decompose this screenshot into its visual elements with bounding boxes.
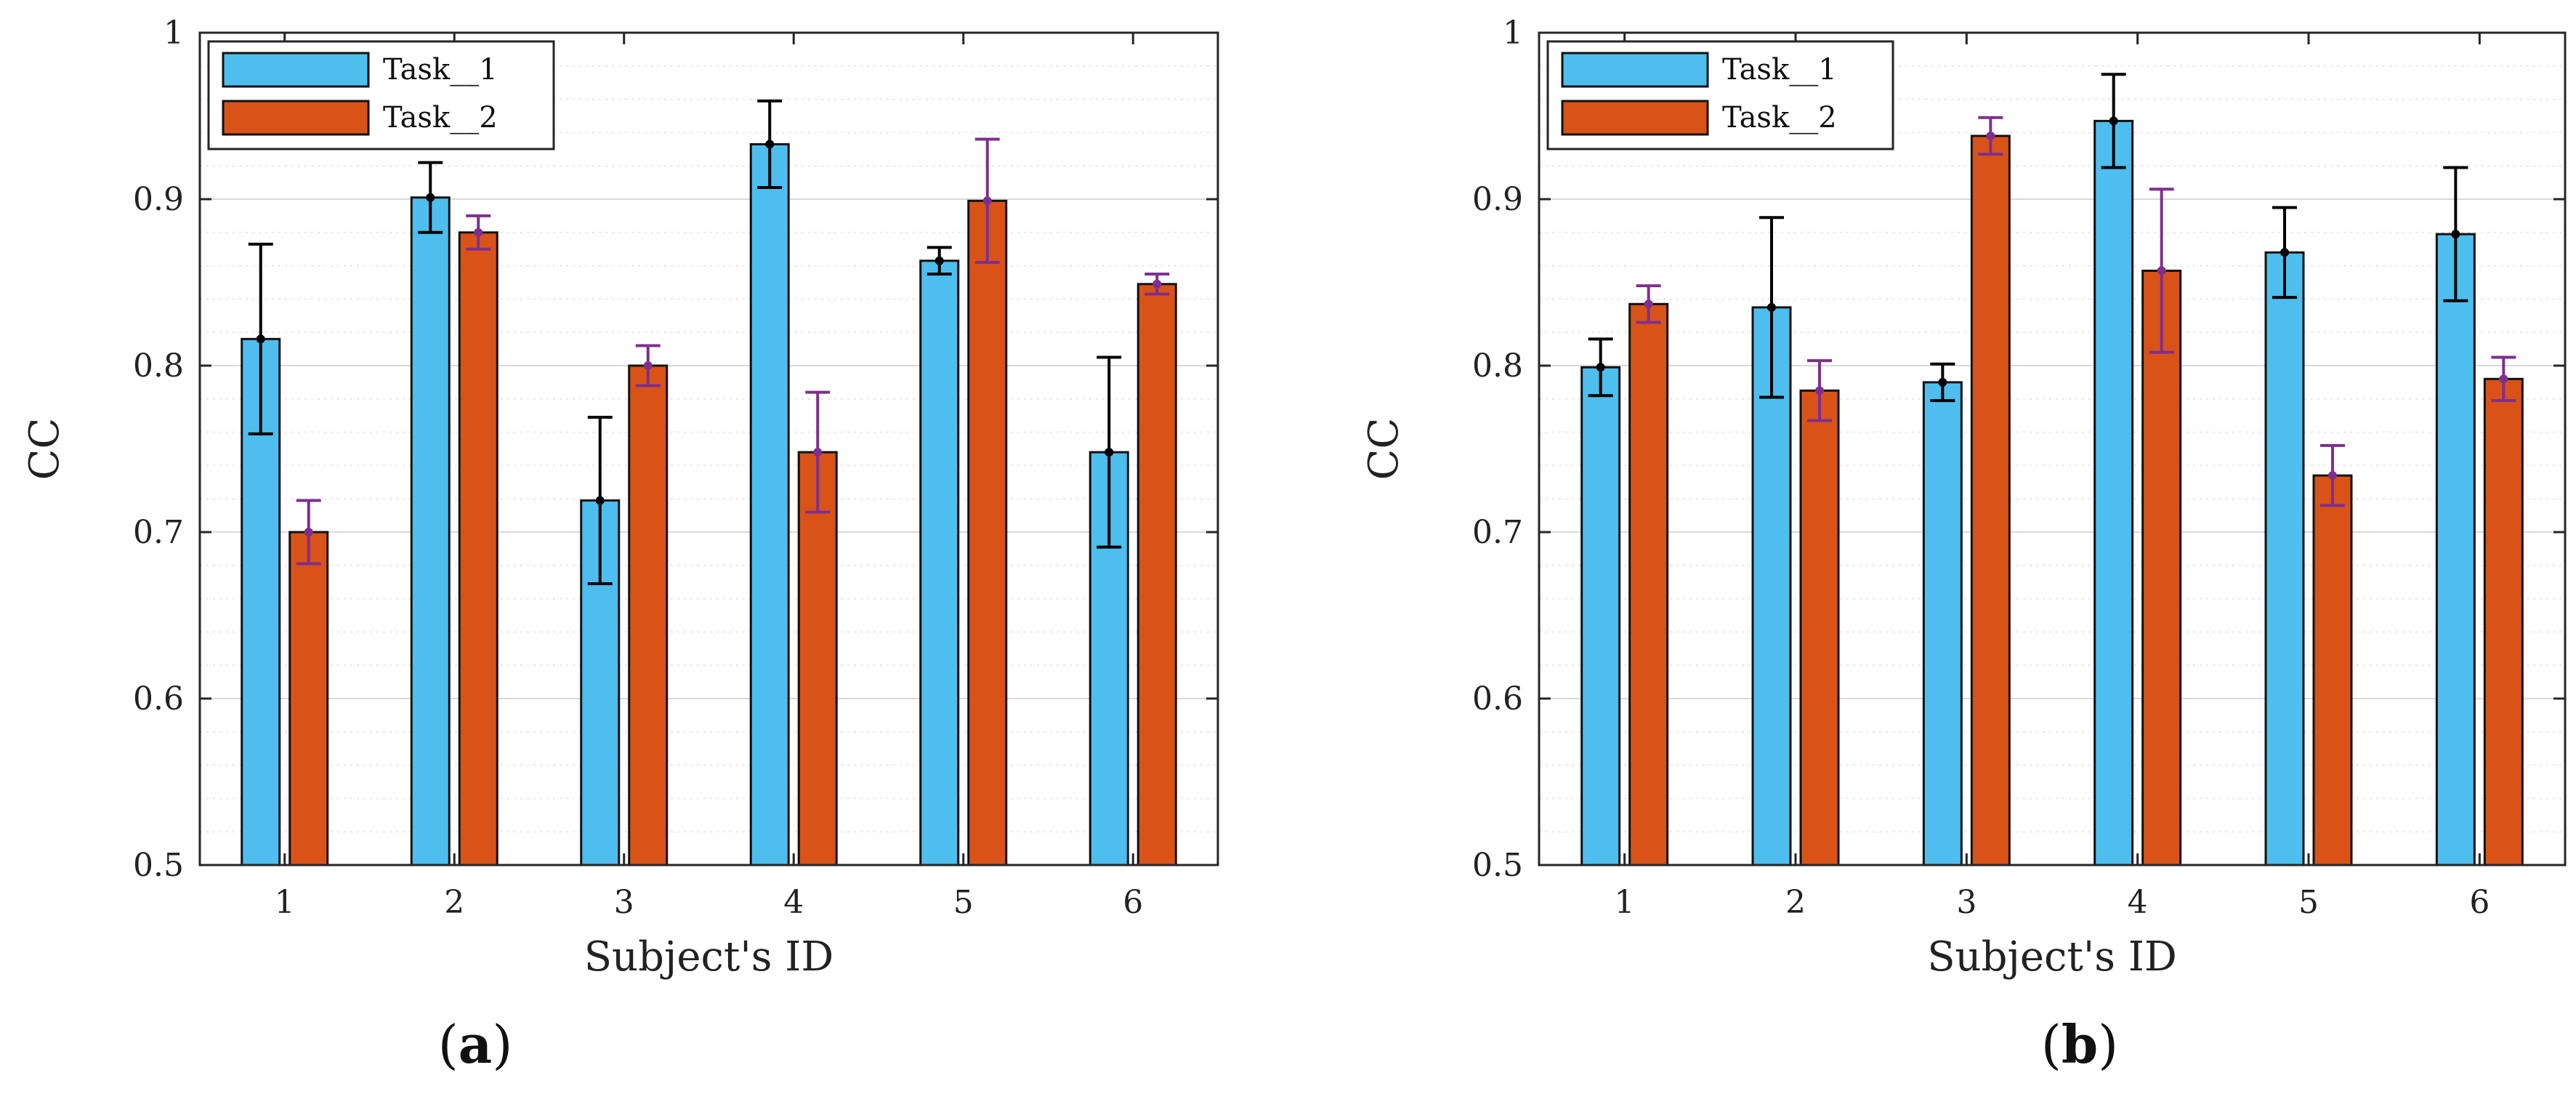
chart-a-y-tick-label: 0.6	[133, 680, 184, 717]
chart-b-y-tick-label: 0.6	[1472, 680, 1523, 717]
chart-a-bar-task2-subject-4	[797, 451, 838, 866]
chart-b-bar-task2-subject-4	[2141, 269, 2182, 866]
chart-a-legend-label-task2: Task__2	[383, 101, 498, 134]
chart-b-x-tick-label: 3	[1956, 884, 1977, 921]
chart-b-y-axis-label: CC	[1360, 418, 1408, 480]
chart-b-mean-marker	[2157, 266, 2166, 276]
chart-b-x-tick-label: 1	[1615, 884, 1635, 921]
panel-label-b: (b)	[2041, 1013, 2119, 1075]
chart-a-legend-label-task1: Task__1	[383, 53, 498, 87]
chart-a-legend-swatch-task2	[222, 100, 370, 136]
chart-a-bar-task2-subject-5	[967, 199, 1008, 866]
chart-b-bar-task2-subject-6	[2483, 377, 2524, 866]
chart-a-bar-task1-subject-2	[410, 196, 451, 866]
chart-a-mean-marker	[1105, 448, 1114, 457]
chart-b-mean-marker	[2328, 471, 2337, 480]
panel-label-a: (a)	[438, 1013, 513, 1075]
chart-a-mean-marker	[934, 256, 944, 265]
chart-b-x-axis-label: Subject's ID	[1927, 933, 2177, 981]
chart-a-y-tick-label: 1	[163, 15, 184, 52]
chart-a-mean-marker	[256, 334, 265, 344]
chart-panel-a: 0.5 0.6 0.7 0.8 0.9 1 1 2 3 4 5 6 Subject's ID CC Task…	[21, 15, 1219, 981]
chart-a-x-tick-label: 6	[1123, 884, 1143, 921]
chart-b-bar-task2-subject-5	[2312, 474, 2353, 866]
chart-b-y-tick-label: 0.7	[1472, 514, 1523, 551]
chart-b-x-tick-label: 5	[2298, 884, 2319, 921]
chart-a-x-tick-label: 4	[783, 884, 804, 921]
chart-a-y-tick-label: 0.9	[133, 181, 184, 218]
chart-a-mean-marker	[813, 448, 823, 457]
chart-b-x-tick-label: 2	[1785, 884, 1806, 921]
chart-b-bar-task2-subject-3	[1970, 134, 2011, 866]
chart-a-axes-box	[198, 31, 1219, 866]
chart-b-y-tick-label: 1	[1503, 15, 1523, 52]
chart-b-mean-marker	[2499, 374, 2508, 384]
chart-b-x-tick-label: 6	[2469, 884, 2490, 921]
chart-a-bar-task1-subject-4	[749, 142, 790, 866]
chart-a-mean-marker	[982, 196, 992, 206]
chart-a-y-tick-label: 0.8	[133, 347, 184, 385]
chart-a-y-axis-label: CC	[21, 418, 68, 480]
chart-a-plot-area	[200, 33, 1218, 865]
chart-b-legend-label-task1: Task__1	[1722, 53, 1837, 87]
chart-b-y-tick-label: 0.9	[1472, 181, 1523, 218]
chart-a-x-axis-label: Subject's ID	[584, 933, 834, 981]
chart-b-axes-box	[1538, 31, 2567, 866]
chart-b-mean-marker	[2109, 116, 2118, 126]
chart-b-mean-marker	[1767, 302, 1776, 312]
chart-b-mean-marker	[1644, 299, 1653, 309]
chart-a-mean-marker	[474, 228, 483, 237]
chart-a-bar-task2-subject-3	[628, 364, 669, 866]
chart-a-y-tick-label: 0.5	[133, 847, 184, 884]
chart-a-x-tick-label: 5	[953, 884, 974, 921]
chart-b-mean-marker	[2280, 248, 2289, 257]
chart-b-mean-marker	[1815, 386, 1824, 395]
chart-a-mean-marker	[595, 496, 605, 505]
chart-b-mean-marker	[1986, 131, 1995, 140]
chart-a-x-tick-label: 3	[614, 884, 634, 921]
chart-a-mean-marker	[1152, 279, 1162, 289]
chart-b-bar-task2-subject-2	[1799, 389, 1840, 866]
chart-b-bar-task1-subject-1	[1580, 366, 1621, 866]
chart-a-x-tick-label: 2	[444, 884, 464, 921]
chart-b-bar-task1-subject-4	[2093, 119, 2134, 866]
chart-b-legend-swatch-task1	[1561, 52, 1709, 88]
chart-a-mean-marker	[426, 193, 435, 202]
chart-a-bar-task2-subject-1	[288, 531, 329, 866]
chart-b-bar-task1-subject-6	[2435, 233, 2476, 866]
chart-b-y-tick-label: 0.8	[1472, 347, 1523, 385]
chart-a-x-tick-label: 1	[275, 884, 295, 921]
chart-b-x-tick-label: 4	[2128, 884, 2148, 921]
chart-a-bar-task2-subject-6	[1136, 283, 1177, 866]
chart-a-y-tick-label: 0.7	[133, 514, 184, 551]
chart-a-mean-marker	[765, 140, 775, 149]
chart-a-mean-marker	[304, 528, 313, 536]
chart-b-legend-label-task2: Task__2	[1722, 101, 1837, 134]
chart-a-legend-swatch-task1	[222, 52, 370, 88]
chart-a-mean-marker	[643, 361, 653, 370]
chart-b-y-tick-label: 0.5	[1472, 847, 1523, 884]
chart-b-legend-swatch-task2	[1561, 100, 1709, 136]
chart-b-mean-marker	[1938, 377, 1947, 387]
chart-b-mean-marker	[2451, 230, 2460, 239]
chart-b-plot-area	[1539, 33, 2565, 865]
chart-b-bar-task1-subject-5	[2264, 251, 2305, 866]
chart-b-bar-task2-subject-1	[1628, 302, 1669, 866]
chart-panel-b: 0.5 0.6 0.7 0.8 0.9 1 1 2 3 4 5 6 Subject's ID CC Task…	[1360, 15, 2567, 981]
chart-b-mean-marker	[1596, 363, 1605, 372]
chart-b-bar-task1-subject-3	[1922, 381, 1963, 866]
chart-a-bar-task2-subject-2	[458, 231, 498, 866]
chart-a-bar-task1-subject-5	[919, 260, 960, 866]
